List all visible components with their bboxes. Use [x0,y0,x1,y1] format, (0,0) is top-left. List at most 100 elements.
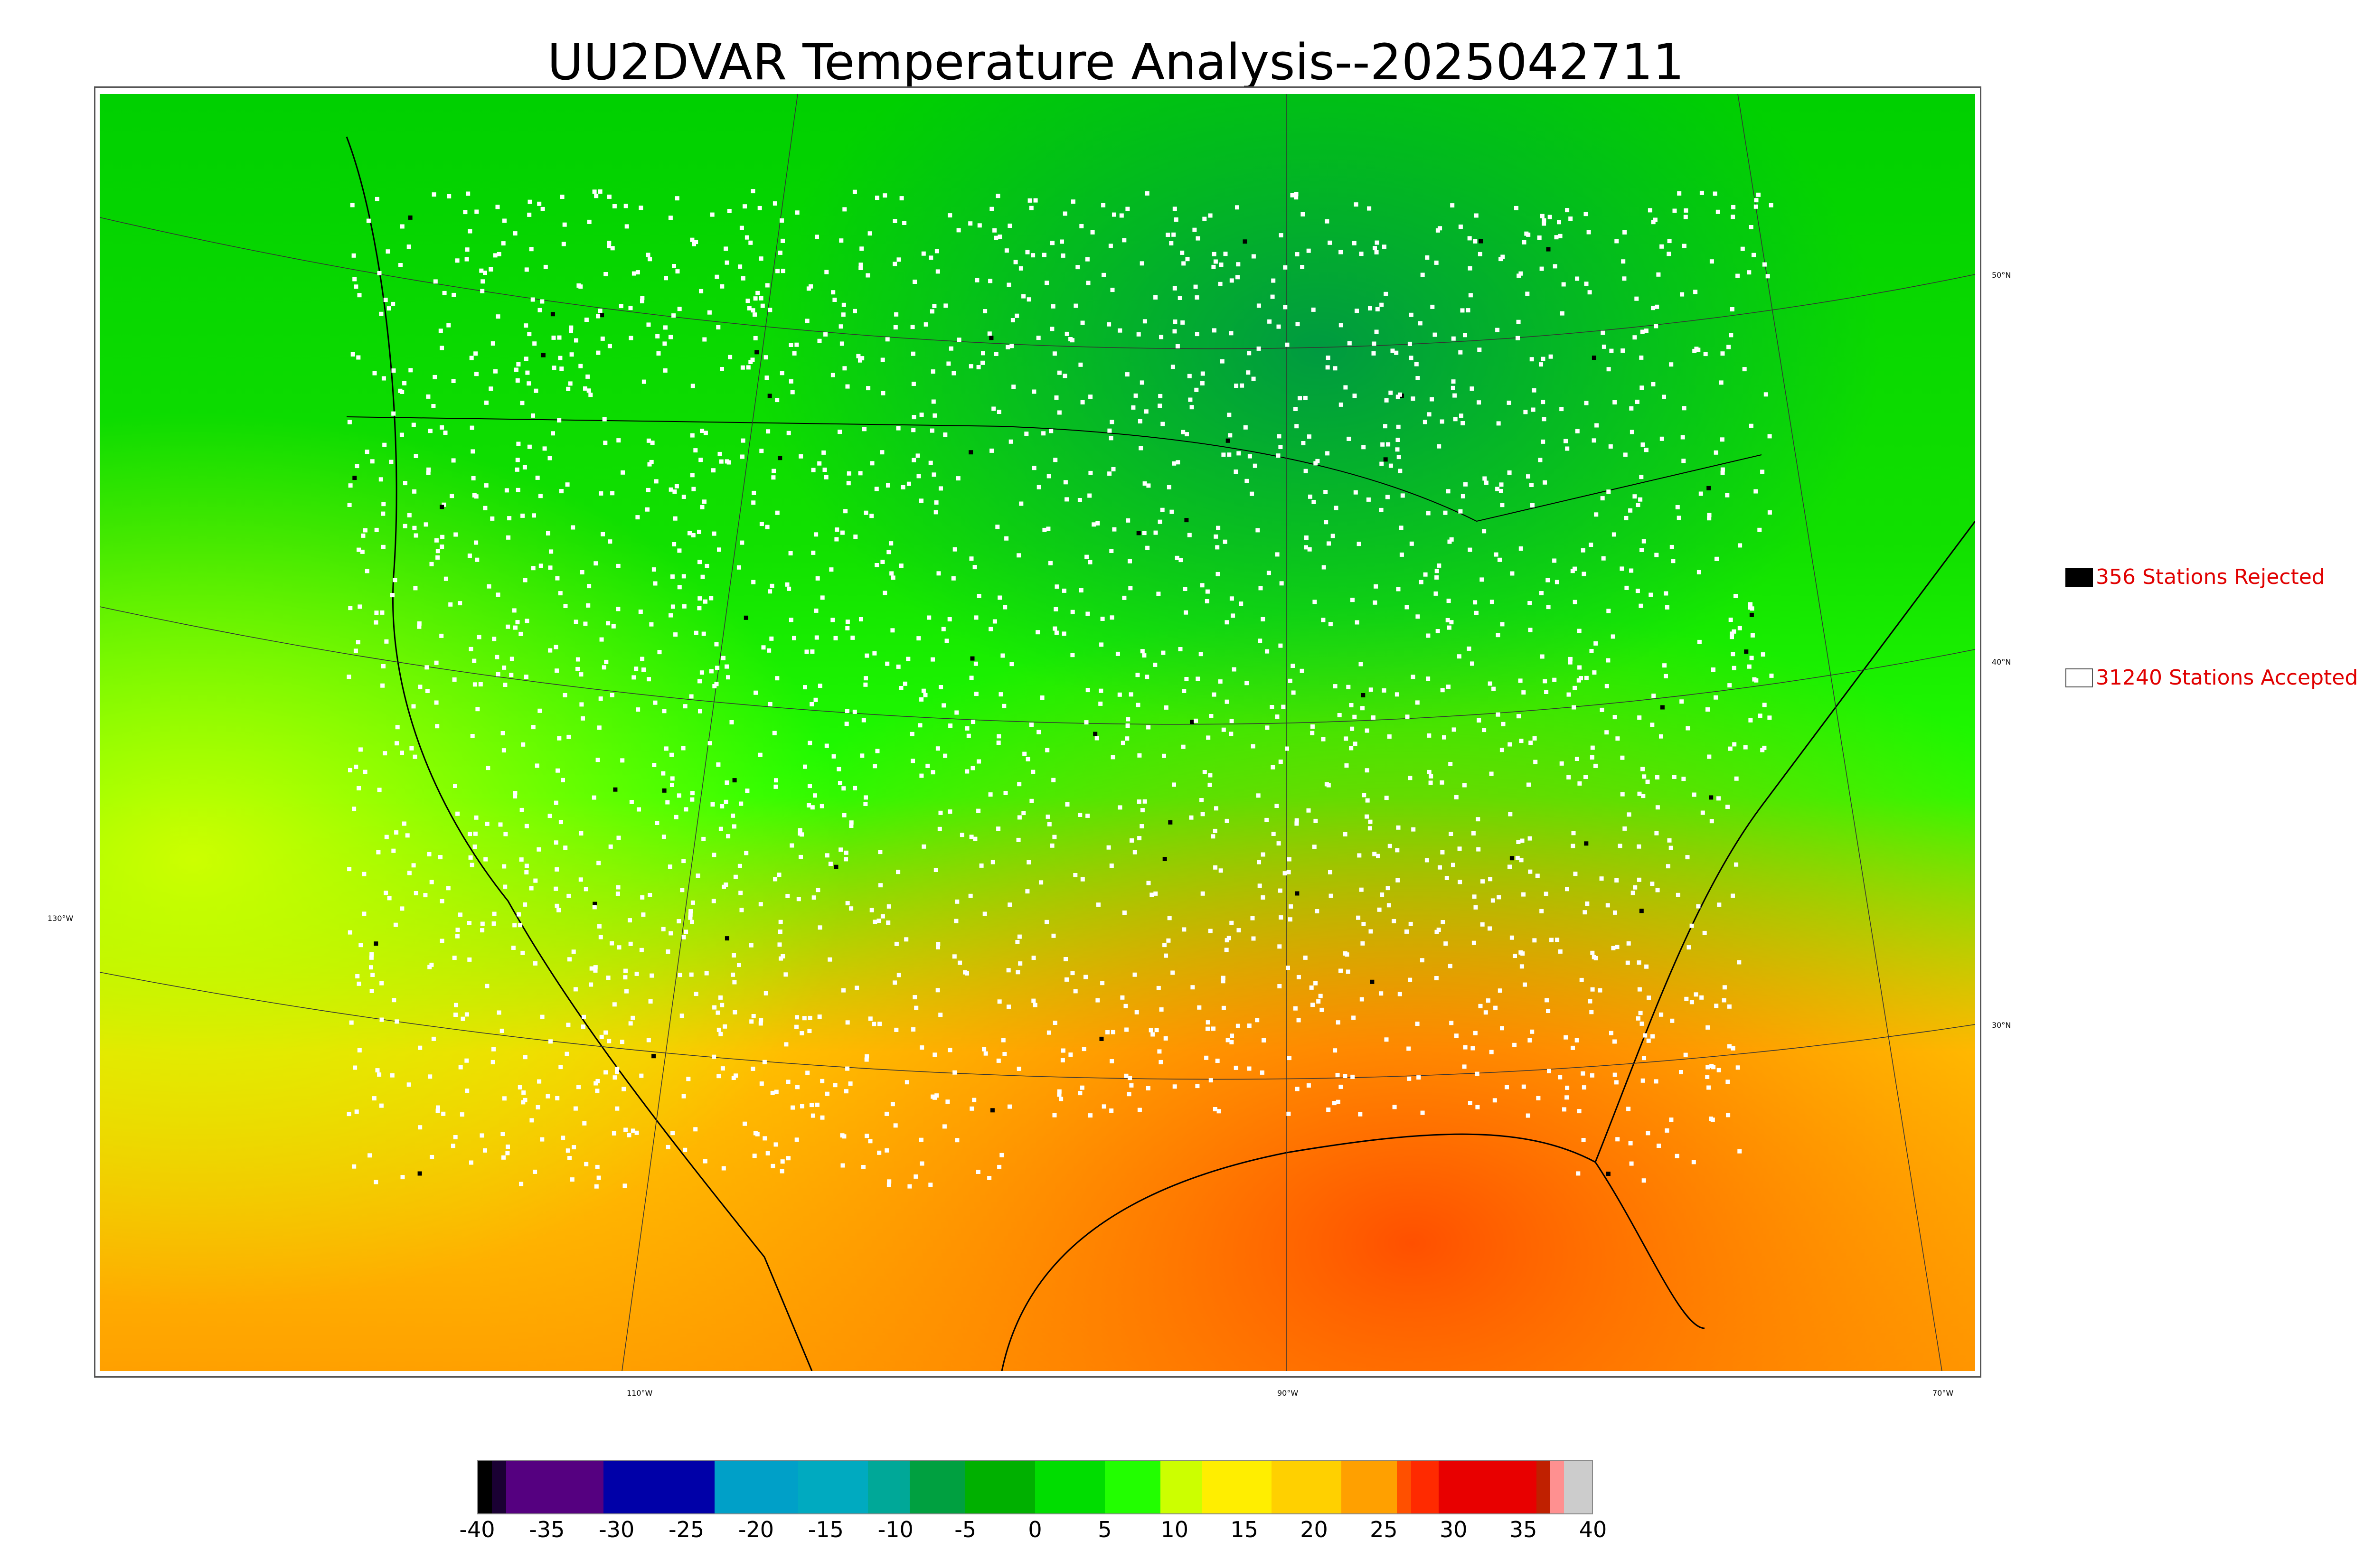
colorbar-tick-label: -15 [808,1517,844,1542]
station-marker [537,1079,542,1084]
station-marker [1440,850,1445,854]
station-marker [1440,780,1444,785]
station-marker [400,224,405,229]
station-marker [1219,263,1224,267]
station-marker [1424,858,1429,863]
station-marker [532,341,537,346]
station-marker [1343,832,1347,836]
station-marker [1430,397,1434,402]
station-marker [418,685,423,689]
station-marker [1310,724,1315,729]
station-marker [1543,679,1547,684]
station-marker [348,483,353,488]
station-marker [616,607,621,611]
station-marker [813,697,818,702]
station-marker [1181,744,1186,749]
station-marker [558,356,563,360]
station-marker [1159,335,1164,339]
station-marker [1537,235,1542,240]
station-marker [891,575,895,580]
station-marker [704,971,709,976]
station-marker [1159,1007,1164,1012]
station-marker [1333,684,1338,689]
station-marker [1473,1031,1478,1035]
station-marker [759,522,764,526]
station-marker [697,606,702,610]
station-marker [1190,985,1195,990]
station-marker [1525,291,1530,296]
station-marker [1194,387,1199,392]
station-marker [1073,989,1078,994]
station-marker [1419,580,1423,584]
station-marker [1686,726,1690,731]
colorbar-tick-label: 5 [1098,1517,1112,1542]
station-marker [479,268,484,273]
station-marker [529,1118,534,1123]
station-marker [1319,1007,1324,1012]
station-marker [470,734,475,738]
station-marker [1021,811,1026,816]
station-marker [1053,1021,1057,1025]
station-marker [1734,862,1739,867]
station-marker [631,1015,635,1020]
station-marker [1129,1083,1134,1088]
station-marker [440,939,444,943]
station-marker [1142,653,1147,658]
station-marker [1324,520,1328,525]
station-marker [1088,1113,1093,1118]
station-marker [393,922,398,927]
station-marker [1468,266,1472,271]
station-marker [1213,865,1218,870]
station-marker [592,795,596,800]
station-marker [1027,198,1032,203]
station-marker [1046,474,1051,479]
temperature-map[interactable] [100,94,1975,1371]
station-marker [1358,1112,1363,1117]
station-marker [1146,1086,1150,1090]
station-marker [1258,586,1263,591]
station-marker [378,477,383,482]
station-marker [1638,497,1643,502]
station-marker [1357,853,1362,858]
station-marker [1601,556,1606,561]
station-marker [1474,213,1479,218]
station-marker [885,661,890,666]
station-marker [484,400,489,405]
station-marker [1200,583,1205,588]
station-marker [527,212,532,217]
station-marker [518,1085,522,1089]
station-marker [1239,601,1244,606]
station-marker [1544,892,1548,896]
station-marker [839,238,844,243]
station-marker [1457,654,1461,659]
station-marker [954,710,959,715]
station-marker [746,365,751,370]
station-marker [1338,250,1343,254]
station-marker [455,811,460,816]
station-marker [981,351,985,356]
station-marker [1136,531,1141,535]
station-marker [1725,493,1730,498]
station-marker [1206,1026,1210,1031]
station-marker [677,919,681,924]
station-marker [820,595,825,600]
station-marker [1555,938,1560,942]
colorbar-band [1272,1461,1342,1513]
graticule-lat-30 [100,972,1975,1080]
station-marker [390,1073,395,1078]
station-marker [1199,798,1204,802]
station-marker [1645,779,1650,784]
station-marker [400,751,404,755]
station-marker [919,413,924,417]
station-marker [1470,1046,1475,1051]
station-marker [768,589,772,594]
station-marker [1542,221,1546,226]
station-marker [1388,390,1393,395]
station-marker [1762,262,1767,267]
station-marker [599,491,603,496]
station-marker [753,1131,758,1136]
station-marker [1606,609,1611,613]
station-marker [936,571,941,576]
station-marker [921,251,926,256]
station-marker [996,741,1001,745]
